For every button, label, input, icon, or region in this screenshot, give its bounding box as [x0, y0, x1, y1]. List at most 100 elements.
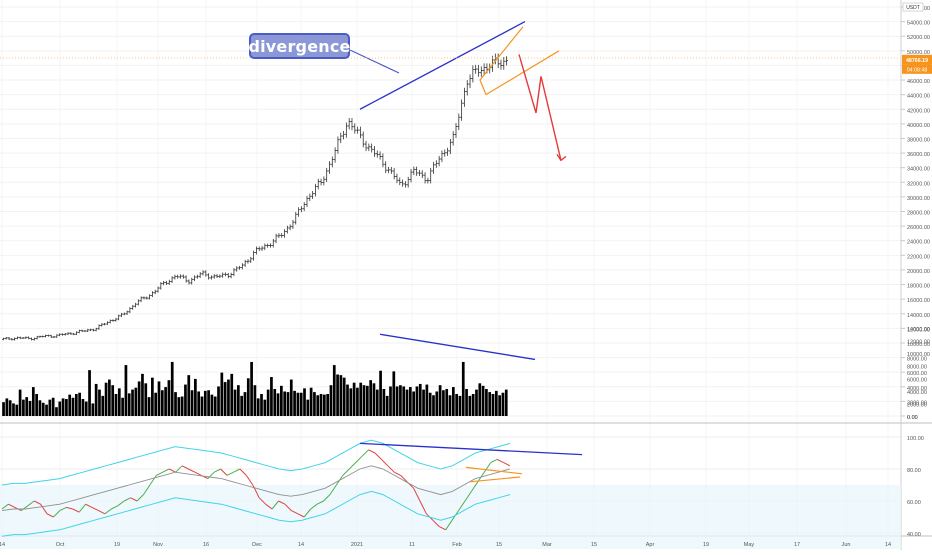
price-tick-label: 18000.00 [907, 284, 930, 290]
callout-pointer [349, 49, 400, 74]
candle-countdown: 04:08:48 [907, 67, 928, 73]
rsi-line-segment [162, 468, 170, 473]
price-tick-label: 50000.00 [907, 50, 930, 56]
time-tick-label: 11 [409, 542, 415, 548]
volume-bar [379, 370, 382, 416]
volume-bar [465, 388, 468, 416]
rsi-line-segment [1, 503, 9, 510]
rsi-line-segment [181, 465, 189, 470]
volume-bar [280, 385, 283, 416]
volume-bar [270, 377, 273, 416]
volume-bar [389, 386, 392, 416]
volume-tick-label: 10000.00 [907, 352, 930, 358]
rsi-tick-label: 60.00 [907, 500, 921, 506]
volume-bar [167, 380, 171, 416]
rsi-line-segment [303, 508, 312, 518]
rsi-line-segment [381, 459, 389, 467]
volume-bar [200, 396, 204, 416]
price-tick-label: 30000.00 [907, 196, 930, 202]
volume-bar [104, 382, 108, 416]
rsi-line-segment [464, 491, 472, 502]
divergence-label: divergence [248, 36, 351, 56]
rsi-channel-upper [465, 466, 523, 475]
rsi-line-segment [33, 500, 41, 505]
volume-bar [451, 387, 455, 416]
volume-bar [408, 387, 412, 416]
volume-bar [276, 393, 280, 416]
volume-bar [399, 385, 402, 416]
volume-bar [299, 392, 303, 416]
volume-bar [448, 395, 452, 416]
volume-bar [488, 392, 492, 416]
rsi-line-segment [310, 503, 318, 510]
rsi-line-segment [8, 503, 16, 508]
price-tick-label: 16000.00 [907, 298, 930, 304]
volume-bar [117, 388, 121, 416]
rsi-line-segment [136, 494, 144, 502]
volume-bar [504, 389, 508, 416]
volume-bar [190, 390, 194, 416]
rsi-line-segment [149, 475, 157, 486]
volume-bar [356, 387, 359, 416]
rsi-channel-lower [469, 476, 521, 483]
rsi-line-segment [91, 506, 99, 512]
volume-bar [237, 385, 240, 416]
time-tick-label: 16 [203, 542, 209, 548]
rsi-upper-band [1, 439, 511, 486]
volume-bar [187, 375, 191, 416]
volume-bar [74, 394, 78, 416]
time-tick-label: Jun [842, 542, 851, 548]
volume-bar [217, 386, 220, 416]
volume-bar [131, 389, 134, 416]
volume-bar [256, 398, 260, 416]
volume-bar [81, 399, 85, 416]
rsi-line-segment [213, 468, 221, 473]
rsi-line-segment [483, 462, 492, 473]
rsi-line-segment [439, 526, 446, 531]
volume-bar [31, 387, 35, 416]
rsi-line-segment [361, 449, 369, 457]
rsi-line-segment [194, 471, 202, 476]
volume-bar [98, 389, 101, 416]
volume-tick-label: 0.00 [907, 415, 918, 421]
volume-tick-label: 6000.00 [907, 377, 927, 383]
volume-bar [372, 383, 376, 416]
volume-bar [402, 386, 406, 416]
rsi-line-segment [355, 455, 363, 463]
volume-bar [369, 380, 373, 416]
volume-bar [127, 393, 131, 416]
volume-bar [230, 373, 234, 416]
rsi-line-segment [207, 471, 215, 479]
volume-bar [405, 389, 409, 416]
time-tick-label: 2021 [351, 542, 363, 548]
volume-bar [35, 394, 38, 416]
time-tick-label: 14 [885, 542, 891, 548]
volume-bar [303, 388, 306, 416]
rsi-line-segment [265, 503, 273, 510]
volume-bar [494, 390, 498, 416]
rsi-line-segment [27, 500, 35, 507]
time-tick-label: May [744, 542, 755, 548]
volume-bar [392, 371, 396, 416]
forecast-arrowhead [556, 153, 567, 162]
divergence-callout[interactable]: divergence [248, 33, 351, 59]
currency-label: USDT [906, 5, 920, 11]
volume-bar [197, 391, 201, 416]
rsi-line-segment [111, 505, 118, 510]
volume-bar [164, 387, 167, 416]
volume-bar [415, 386, 419, 416]
volume-bar [154, 392, 158, 416]
time-tick-label: 14 [0, 542, 5, 548]
volume-bar [498, 395, 501, 416]
volume-bar [2, 402, 5, 416]
rsi-line-segment [503, 462, 511, 467]
rsi-line-segment [188, 468, 196, 473]
rsi-line-segment [471, 481, 479, 492]
rsi-line-segment [413, 487, 421, 502]
price-tick-label: 4000.00 [907, 386, 927, 392]
volume-bar [289, 379, 293, 416]
price-tick-label: 46000.00 [907, 79, 930, 85]
volume-bar [266, 389, 270, 416]
